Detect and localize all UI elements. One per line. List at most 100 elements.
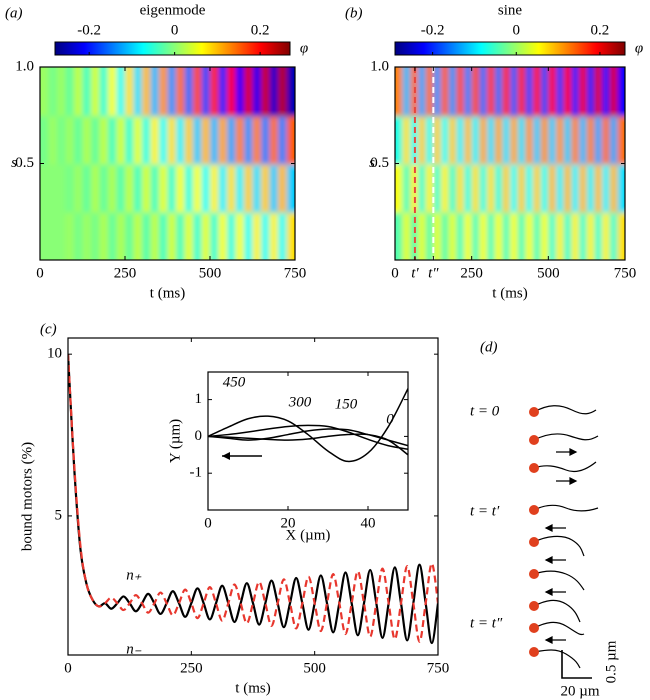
colorbar-tick-label: 0 <box>171 22 179 38</box>
filament <box>533 405 597 415</box>
x-tick-label: 500 <box>537 265 560 281</box>
heatmap-cell <box>193 163 203 213</box>
heatmap-cell <box>448 163 458 213</box>
heatmap-cell <box>99 211 109 260</box>
heatmap-cell <box>571 67 580 117</box>
heatmap-cell <box>517 211 527 260</box>
heatmap-cell <box>540 163 550 213</box>
heatmap-cell <box>487 67 496 117</box>
heatmap-cell <box>116 67 126 117</box>
heatmap-cell <box>176 211 186 260</box>
heatmap-cell <box>418 163 427 213</box>
y-tick-label: 1.0 <box>370 58 389 74</box>
heatmap-cell <box>159 163 169 213</box>
heatmap-cell <box>99 163 109 213</box>
heatmap-cell <box>40 211 50 260</box>
heatmap-cells <box>395 67 625 260</box>
heatmap-cell <box>425 115 435 165</box>
heatmap-cell <box>456 163 465 213</box>
y-tick-label: 5 <box>55 507 63 523</box>
heatmap-cell <box>65 67 75 117</box>
panel-label: (a) <box>5 5 23 21</box>
arrow-head <box>544 524 553 532</box>
heatmap-cell <box>116 163 126 213</box>
series-line <box>68 354 438 645</box>
heatmap-cell <box>441 67 450 117</box>
heatmap-cell <box>548 67 557 117</box>
y-tick-label: 0 <box>195 428 203 444</box>
heatmap-cell <box>548 115 557 165</box>
heatmap-cell <box>433 163 442 213</box>
heatmap-cell <box>184 115 194 165</box>
heatmap-cell <box>278 115 288 165</box>
heatmap-cell <box>402 115 412 165</box>
heatmap-cell <box>48 67 58 117</box>
heatmap-cell <box>167 67 177 117</box>
heatmap-cell <box>159 211 169 260</box>
heatmap-cell <box>125 163 135 213</box>
heatmap-cell <box>563 211 573 260</box>
heatmap-cell <box>91 211 101 260</box>
series-line <box>208 424 408 451</box>
heatmap-cell <box>235 67 245 117</box>
heatmap-cell <box>579 163 588 213</box>
heatmap-cell <box>125 67 135 117</box>
filament <box>533 433 599 441</box>
heatmap-cell <box>563 67 573 117</box>
arrow-head <box>544 556 553 564</box>
heatmap-cell <box>74 211 84 260</box>
heatmap-cell <box>150 67 160 117</box>
heatmap-cell <box>395 211 404 260</box>
heatmap-cell <box>252 115 262 165</box>
x-tick-label: 250 <box>180 660 203 676</box>
series-line <box>208 388 408 463</box>
heatmap-cell <box>479 163 488 213</box>
heatmap-cell <box>108 67 118 117</box>
heatmap-cell <box>602 115 611 165</box>
heatmap-cell <box>193 67 203 117</box>
heatmap-cell <box>571 163 580 213</box>
heatmap-cell <box>571 211 580 260</box>
arrow-head <box>569 477 578 485</box>
heatmap-cell <box>159 67 169 117</box>
heatmap-cell <box>218 163 228 213</box>
filament <box>533 570 585 591</box>
colorbar-label: φ <box>635 40 643 56</box>
heatmap-cell <box>91 115 101 165</box>
heatmap-cell <box>108 115 118 165</box>
heatmap-cell <box>116 115 126 165</box>
heatmap-cell <box>108 211 118 260</box>
x-axis-label: X (µm) <box>286 527 331 543</box>
heatmap-cell <box>494 163 504 213</box>
heatmap-cell <box>159 115 169 165</box>
heatmap-cell <box>579 67 588 117</box>
heatmap-cell <box>142 163 152 213</box>
y-tick-label: 1 <box>195 391 203 407</box>
heatmap-cell <box>395 163 404 213</box>
heatmap-cell <box>57 115 67 165</box>
heatmap-cell <box>99 67 109 117</box>
series-label: n₋ <box>126 641 142 657</box>
anchor <box>529 647 539 657</box>
y-axis-label: bound motors (%) <box>19 442 35 551</box>
heatmap-cell <box>395 67 404 117</box>
heatmap-cell <box>133 115 143 165</box>
anchor <box>529 505 539 515</box>
decorations <box>222 452 262 460</box>
filament <box>533 504 599 512</box>
heatmap-cell <box>210 115 220 165</box>
heatmap-cell <box>479 211 488 260</box>
heatmap-cell <box>540 67 550 117</box>
heatmap-cell <box>471 115 481 165</box>
colorbar <box>54 41 291 56</box>
x-tick-label: 20 <box>281 515 296 531</box>
heatmap-cell <box>617 163 625 213</box>
y-tick-label: 0.5 <box>15 155 34 171</box>
series-line <box>68 354 438 643</box>
heatmap-cell <box>201 211 211 260</box>
heatmap-cell <box>402 211 412 260</box>
heatmap-cell <box>57 67 67 117</box>
heatmap-cell <box>464 67 473 117</box>
